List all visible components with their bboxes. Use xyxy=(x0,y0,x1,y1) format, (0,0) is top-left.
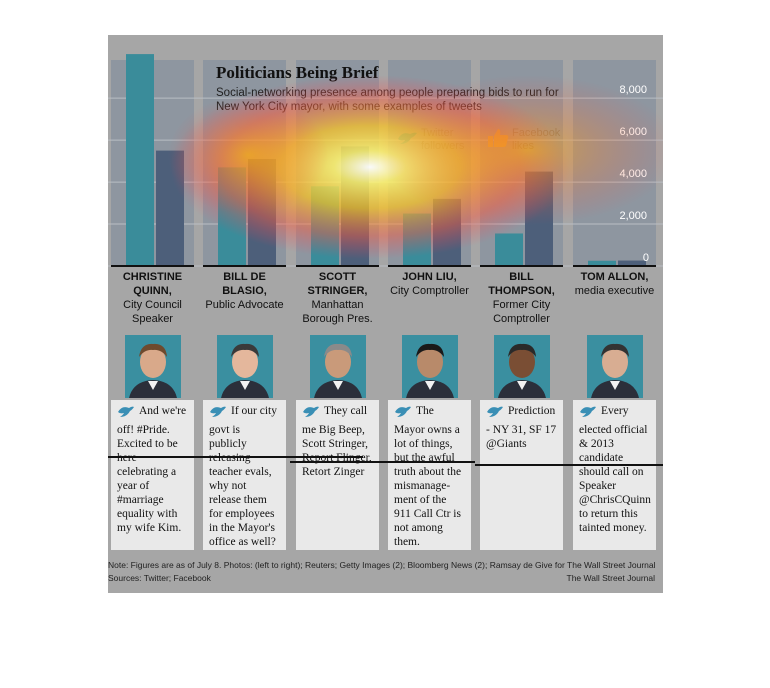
thumbs-up-icon xyxy=(488,129,509,147)
candidate-photo xyxy=(402,335,458,398)
footnote: Note: Figures are as of July 8. Photos: … xyxy=(108,560,656,570)
candidate-name-bold: BILL THOMPSON, xyxy=(488,271,555,297)
bar-chart xyxy=(108,54,663,267)
candidate-photo xyxy=(310,335,366,398)
bar-twitter xyxy=(588,260,616,266)
candidate-name-bold: TOM ALLON, xyxy=(580,271,649,283)
bar-twitter xyxy=(311,186,339,266)
bar-facebook xyxy=(248,159,276,266)
candidate-role: Manhattan Borough Pres. xyxy=(302,299,373,325)
bar-twitter xyxy=(126,54,154,266)
twitter-bird-icon xyxy=(302,404,320,423)
candidate-name: BILL DE BLASIO, Public Advocate xyxy=(203,270,286,312)
y-tick-label: 2,000 xyxy=(619,210,647,223)
tweet-card: If our city govt is publicly releasing t… xyxy=(203,400,286,550)
tweet-text: The Mayor owns a lot of things, but the … xyxy=(394,405,462,548)
tweet-card: Prediction - NY 31, SF 17 @Giants xyxy=(480,400,563,550)
twitter-bird-icon xyxy=(209,404,227,423)
annotation-line xyxy=(475,464,663,466)
candidate-photo xyxy=(125,335,181,398)
candidate-role: City Comptroller xyxy=(390,285,469,297)
bar-facebook xyxy=(341,146,369,266)
y-tick-label: 6,000 xyxy=(619,126,647,139)
tweet-card: And we're off! #Pride. Excited to be her… xyxy=(111,400,194,550)
candidate-photo xyxy=(217,335,273,398)
candidate-role: media executive xyxy=(574,285,655,297)
bar-facebook xyxy=(525,171,553,266)
legend-twitter-label: Twitter followers xyxy=(421,127,465,152)
candidate-name-bold: JOHN LIU, xyxy=(402,271,457,283)
bar-facebook xyxy=(433,198,461,266)
annotation-line xyxy=(290,461,475,463)
twitter-bird-icon xyxy=(117,404,135,423)
twitter-bird-icon xyxy=(579,404,597,423)
candidate-name: SCOTT STRINGER, Manhattan Borough Pres. xyxy=(296,270,379,326)
bar-twitter xyxy=(218,167,246,266)
bar-facebook xyxy=(156,150,184,266)
candidate-photo xyxy=(587,335,643,398)
y-tick-label: 4,000 xyxy=(619,168,647,181)
tweet-text: Prediction - NY 31, SF 17 @Giants xyxy=(486,405,557,450)
candidate-name: CHRISTINE QUINN, City Council Speaker xyxy=(111,270,194,326)
sources: Sources: Twitter; Facebook xyxy=(108,573,211,583)
legend-facebook-label: Facebook likes xyxy=(512,127,561,152)
bar-twitter xyxy=(495,233,523,266)
bar-twitter xyxy=(403,213,431,266)
candidate-role: City Council Speaker xyxy=(123,299,182,325)
tweet-card: They call me Big Beep, Scott Stringer, R… xyxy=(296,400,379,550)
twitter-bird-icon xyxy=(394,404,412,423)
chart-subtitle: Social-networking presence among people … xyxy=(216,87,559,113)
y-tick-label: 8,000 xyxy=(619,84,647,97)
candidate-name-bold: CHRISTINE QUINN, xyxy=(122,271,183,297)
tweet-card: The Mayor owns a lot of things, but the … xyxy=(388,400,471,550)
chart-title: Politicians Being Brief xyxy=(216,63,379,82)
candidate-name-bold: BILL DE BLASIO, xyxy=(222,271,267,297)
credit: The Wall Street Journal xyxy=(566,573,656,583)
candidate-name-bold: SCOTT STRINGER, xyxy=(307,271,368,297)
candidate-name: BILL THOMPSON, Former City Comptroller xyxy=(480,270,563,326)
candidate-photo xyxy=(494,335,550,398)
infographic-card: Politicians Being Brief Social-networkin… xyxy=(108,35,663,593)
candidate-name: JOHN LIU, City Comptroller xyxy=(388,270,471,298)
tweet-text: They call me Big Beep, Scott Stringer, R… xyxy=(302,405,372,478)
tweet-text: Every elected official & 2013 candidate … xyxy=(579,405,651,534)
tweet-card: Every elected official & 2013 candidate … xyxy=(573,400,656,550)
twitter-bird-icon xyxy=(398,132,417,144)
twitter-bird-icon xyxy=(486,404,504,423)
annotation-line xyxy=(108,456,363,458)
candidate-role: Former City Comptroller xyxy=(492,299,551,325)
tweet-text: If our city govt is publicly releasing t… xyxy=(209,405,277,548)
bar-facebook xyxy=(618,260,646,266)
tweet-text: And we're off! #Pride. Excited to be her… xyxy=(117,405,187,534)
y-tick-label: 0 xyxy=(642,252,649,264)
candidate-name: TOM ALLON, media executive xyxy=(573,270,656,298)
candidate-role: Public Advocate xyxy=(205,299,284,311)
